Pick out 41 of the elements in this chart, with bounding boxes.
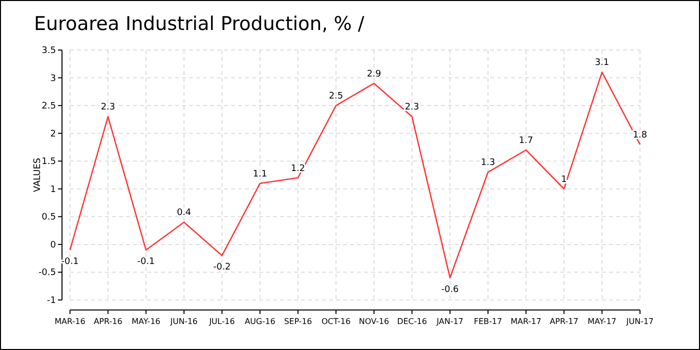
data-label: -0.2 [213, 262, 231, 273]
data-label: -0.1 [137, 257, 155, 267]
y-axis-title: VALUES [33, 158, 43, 192]
data-label: -0.6 [441, 284, 460, 295]
x-tick-label: MAY-17 [588, 317, 616, 326]
y-tick-label: 0 [50, 240, 56, 250]
data-label: 1 [561, 174, 567, 185]
x-tick-label: JUN-16 [169, 317, 198, 326]
data-label: 1.1 [252, 169, 268, 180]
x-tick-label: APR-17 [550, 317, 578, 326]
y-tick-label: 2 [50, 129, 56, 140]
y-tick-label: 3 [50, 74, 56, 84]
x-tick-label: MAY-16 [132, 317, 160, 326]
y-tick-label: 1 [50, 184, 56, 195]
y-tick-label: -0.5 [38, 268, 56, 278]
data-label: 1.3 [480, 158, 496, 168]
x-tick-label: MAR-17 [510, 317, 542, 326]
data-label: 3.1 [594, 58, 610, 68]
data-label: 2.9 [366, 69, 382, 80]
x-tick-label: DEC-16 [397, 317, 427, 326]
data-label: 2.3 [404, 102, 420, 113]
y-tick-label: 1.5 [42, 157, 56, 168]
x-tick-label: AUG-16 [244, 317, 276, 326]
y-tick-label: 0.5 [42, 212, 56, 223]
y-tick-label: -1 [47, 296, 56, 306]
x-tick-label: JUL-16 [208, 317, 235, 326]
x-tick-label: NOV-16 [358, 317, 390, 326]
data-label: 1.7 [518, 136, 534, 146]
x-tick-label: SEP-16 [284, 317, 312, 326]
data-label: 0.4 [176, 208, 192, 218]
x-tick-label: JUN-17 [625, 317, 654, 326]
data-label: 2.3 [100, 102, 116, 113]
x-tick-label: MAR-16 [54, 317, 86, 326]
y-tick-label: 2.5 [42, 102, 56, 112]
chart-title: Euroarea Industrial Production, % / [34, 13, 365, 35]
x-tick-label: APR-16 [94, 317, 122, 326]
y-tick-label: 3.5 [42, 46, 56, 56]
x-tick-label: OCT-16 [321, 317, 351, 326]
x-tick-label: FEB-17 [474, 317, 502, 326]
data-label: 2.5 [328, 92, 344, 102]
x-tick-label: JAN-17 [436, 317, 464, 326]
